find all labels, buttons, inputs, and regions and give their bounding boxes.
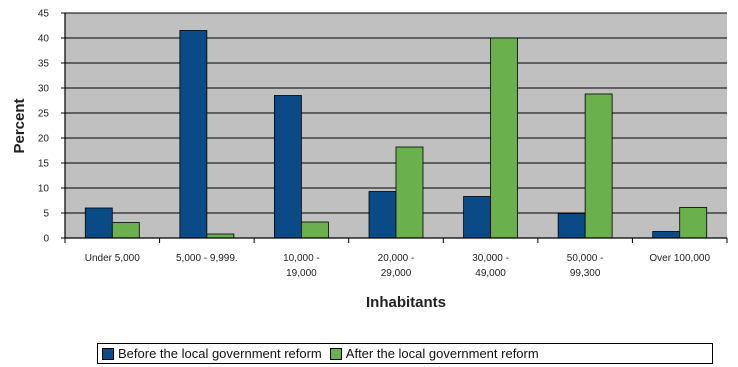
y-tick-label: 20 [38,134,50,145]
x-axis-categories: Under 5,000 5,000 - 9,999. 10,000 - 19,000 2… [64,238,728,279]
bar-before [274,95,302,239]
bar-after [111,222,140,239]
x-category-label: 49,000 [475,268,506,279]
x-category-label: 99,300 [570,268,601,279]
y-tick-label: 30 [38,84,50,95]
x-category-label: 5,000 - 9,999. [176,253,238,264]
bar-chart: 0 5 10 15 20 25 30 35 40 45 Under 5,000 5,000 - 9,… [11,9,728,311]
x-category-label: 30,000 - [472,253,509,264]
bar-before [368,191,397,239]
x-category-label: 50,000 - [567,253,604,264]
axes [64,13,727,239]
x-category-label: Under 5,000 [85,253,140,264]
x-category-label: 19,000 [286,268,317,279]
legend-item-after: After the local government reform [329,346,539,361]
y-tick-label: 45 [38,9,50,20]
bar-after [490,37,518,239]
y-tick-label: 5 [43,209,49,220]
x-category-label: 29,000 [381,268,412,279]
bar-before [557,213,586,239]
y-tick-label: 0 [43,234,49,245]
y-axis-ticks: 0 5 10 15 20 25 30 35 40 45 [38,9,65,245]
legend-swatch-after [329,347,342,360]
x-category-label: Over 100,000 [649,253,710,264]
y-tick-label: 35 [38,59,50,70]
bar-before [179,30,208,239]
legend-label-after: After the local government reform [345,346,539,361]
x-category-label: 20,000 - [378,253,415,264]
y-tick-label: 25 [38,109,50,120]
bar-after [679,207,708,239]
y-tick-label: 40 [38,34,50,45]
bar-before [652,231,681,239]
x-category-label: 10,000 - [283,253,320,264]
y-tick-label: 10 [38,184,50,195]
x-axis-title: Inhabitants [366,294,446,311]
bar-after [301,221,329,239]
y-axis-title: Percent [11,98,28,153]
bar-before [84,207,113,239]
y-tick-label: 15 [38,159,50,170]
legend-item-before: Before the local government reform [102,346,322,361]
bar-after [395,146,424,239]
bar-after [584,93,613,239]
legend-label-before: Before the local government reform [118,346,322,361]
legend: Before the local government reform After… [97,343,713,364]
bar-before [463,196,491,239]
legend-swatch-before [102,347,114,360]
